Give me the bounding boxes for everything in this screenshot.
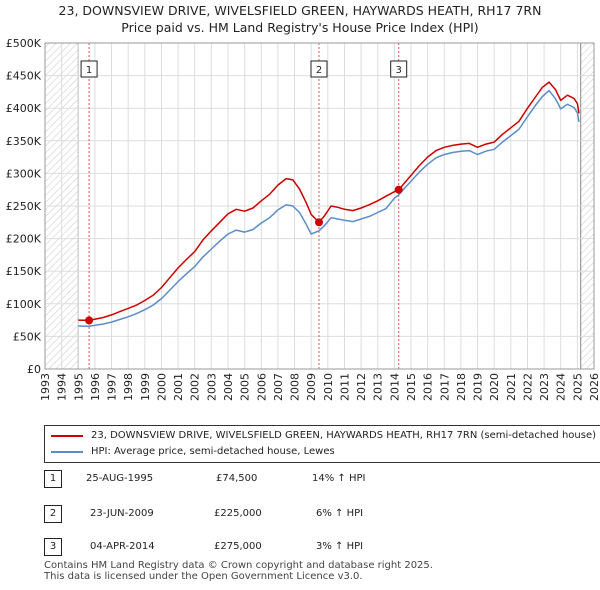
legend-hpi-label: HPI: Average price, semi-detached house,… (91, 446, 335, 457)
x-tick-label: 2008 (289, 373, 302, 401)
x-tick-label: 2013 (372, 373, 385, 401)
y-tick-label: £300K (6, 167, 42, 180)
sale-price: £275,000 (214, 541, 262, 552)
legend-price-label: 23, DOWNSVIEW DRIVE, WIVELSFIELD GREEN, … (91, 430, 597, 441)
sale-date: 25-AUG-1995 (86, 473, 154, 484)
sale-marker-label: 3 (396, 65, 402, 76)
legend-price-entry: 23, DOWNSVIEW DRIVE, WIVELSFIELD GREEN, … (51, 430, 596, 444)
x-tick-label: 2002 (189, 373, 202, 401)
y-tick-label: £200K (6, 233, 42, 246)
x-tick-label: 2021 (505, 373, 518, 401)
x-tick-label: 2006 (255, 373, 268, 401)
legend-price-swatch (51, 434, 83, 437)
title-line-2: Price paid vs. HM Land Registry's House … (121, 20, 479, 35)
title-line-1: 23, DOWNSVIEW DRIVE, WIVELSFIELD GREEN, … (58, 3, 542, 18)
x-tick-label: 2011 (338, 373, 351, 401)
x-tick-label: 2000 (155, 373, 168, 401)
sale-row: 2 23-JUN-2009 £225,000 6% ↑ HPI (44, 505, 464, 523)
y-tick-label: £350K (6, 135, 42, 148)
plot-frame (44, 42, 595, 370)
y-tick-label: £100K (6, 298, 42, 311)
x-tick-label: 2005 (239, 373, 252, 401)
x-tick-label: 2004 (222, 373, 235, 401)
legend-hpi-entry: HPI: Average price, semi-detached house,… (51, 446, 335, 460)
x-tick-label: 2009 (305, 373, 318, 401)
sale-point (315, 218, 324, 227)
footer-line-1: Contains HM Land Registry data © Crown c… (44, 560, 433, 571)
x-tick-label: 1999 (139, 373, 152, 401)
y-tick-label: £50K (13, 330, 42, 343)
y-tick-label: £150K (6, 265, 42, 278)
sale-marker-badge: 3 (44, 538, 62, 556)
x-tick-label: 2010 (322, 373, 335, 401)
legend-hpi-swatch (51, 450, 83, 453)
x-tick-label: 2026 (588, 373, 600, 401)
sale-marker-badge: 1 (44, 470, 62, 488)
y-tick-label: £0 (27, 363, 41, 376)
x-tick-label: 2024 (555, 373, 568, 401)
y-tick-label: £500K (6, 37, 42, 50)
x-tick-label: 2020 (488, 373, 501, 401)
sale-row: 1 25-AUG-1995 £74,500 14% ↑ HPI (44, 470, 464, 488)
x-tick-label: 2003 (205, 373, 218, 401)
sale-marker-label: 1 (86, 65, 92, 76)
x-tick-label: 2001 (172, 373, 185, 401)
chart-legend: 23, DOWNSVIEW DRIVE, WIVELSFIELD GREEN, … (44, 425, 600, 463)
x-tick-label: 1998 (122, 373, 135, 401)
x-tick-label: 1994 (56, 373, 69, 401)
x-tick-label: 2022 (521, 373, 534, 401)
x-tick-label: 2018 (455, 373, 468, 401)
x-tick-label: 2007 (272, 373, 285, 401)
sale-date: 23-JUN-2009 (90, 508, 154, 519)
y-tick-label: £450K (6, 70, 42, 83)
x-tick-label: 1995 (72, 373, 85, 401)
x-tick-label: 2023 (538, 373, 551, 401)
sale-row: 3 04-APR-2014 £275,000 3% ↑ HPI (44, 538, 464, 556)
sale-marker-label: 2 (316, 65, 322, 76)
hpi-series-line (78, 89, 580, 328)
footer-line-2: This data is licensed under the Open Gov… (44, 571, 363, 582)
sale-point (394, 185, 403, 194)
x-tick-label: 2017 (438, 373, 451, 401)
x-tick-label: 2016 (422, 373, 435, 401)
sale-marker-badge: 2 (44, 505, 62, 523)
x-tick-label: 2012 (355, 373, 368, 401)
sale-hpi-diff: 14% ↑ HPI (312, 473, 366, 484)
x-tick-label: 1993 (39, 373, 52, 401)
x-tick-label: 1996 (89, 373, 102, 401)
sale-hpi-diff: 3% ↑ HPI (316, 541, 364, 552)
x-tick-label: 2019 (472, 373, 485, 401)
y-tick-label: £250K (6, 200, 42, 213)
x-tick-label: 2014 (388, 373, 401, 401)
sale-point (85, 316, 94, 325)
sale-price: £225,000 (214, 508, 262, 519)
sale-date: 04-APR-2014 (90, 541, 155, 552)
sale-marker-box (80, 60, 98, 78)
sale-marker-box (390, 60, 408, 78)
y-tick-label: £400K (6, 102, 42, 115)
x-tick-label: 2025 (571, 373, 584, 401)
x-tick-label: 2015 (405, 373, 418, 401)
x-tick-label: 1997 (106, 373, 119, 401)
price-paid-series-line (78, 81, 580, 322)
sale-marker-box (310, 60, 328, 78)
sale-price: £74,500 (216, 473, 258, 484)
footer-attribution: Contains HM Land Registry data © Crown c… (44, 560, 433, 582)
chart-title: 23, DOWNSVIEW DRIVE, WIVELSFIELD GREEN, … (0, 2, 600, 36)
sale-hpi-diff: 6% ↑ HPI (316, 508, 364, 519)
price-chart: 1 2 3 £0 £50K £100K £150K £200K £250K £300K £350K… (6, 37, 600, 401)
